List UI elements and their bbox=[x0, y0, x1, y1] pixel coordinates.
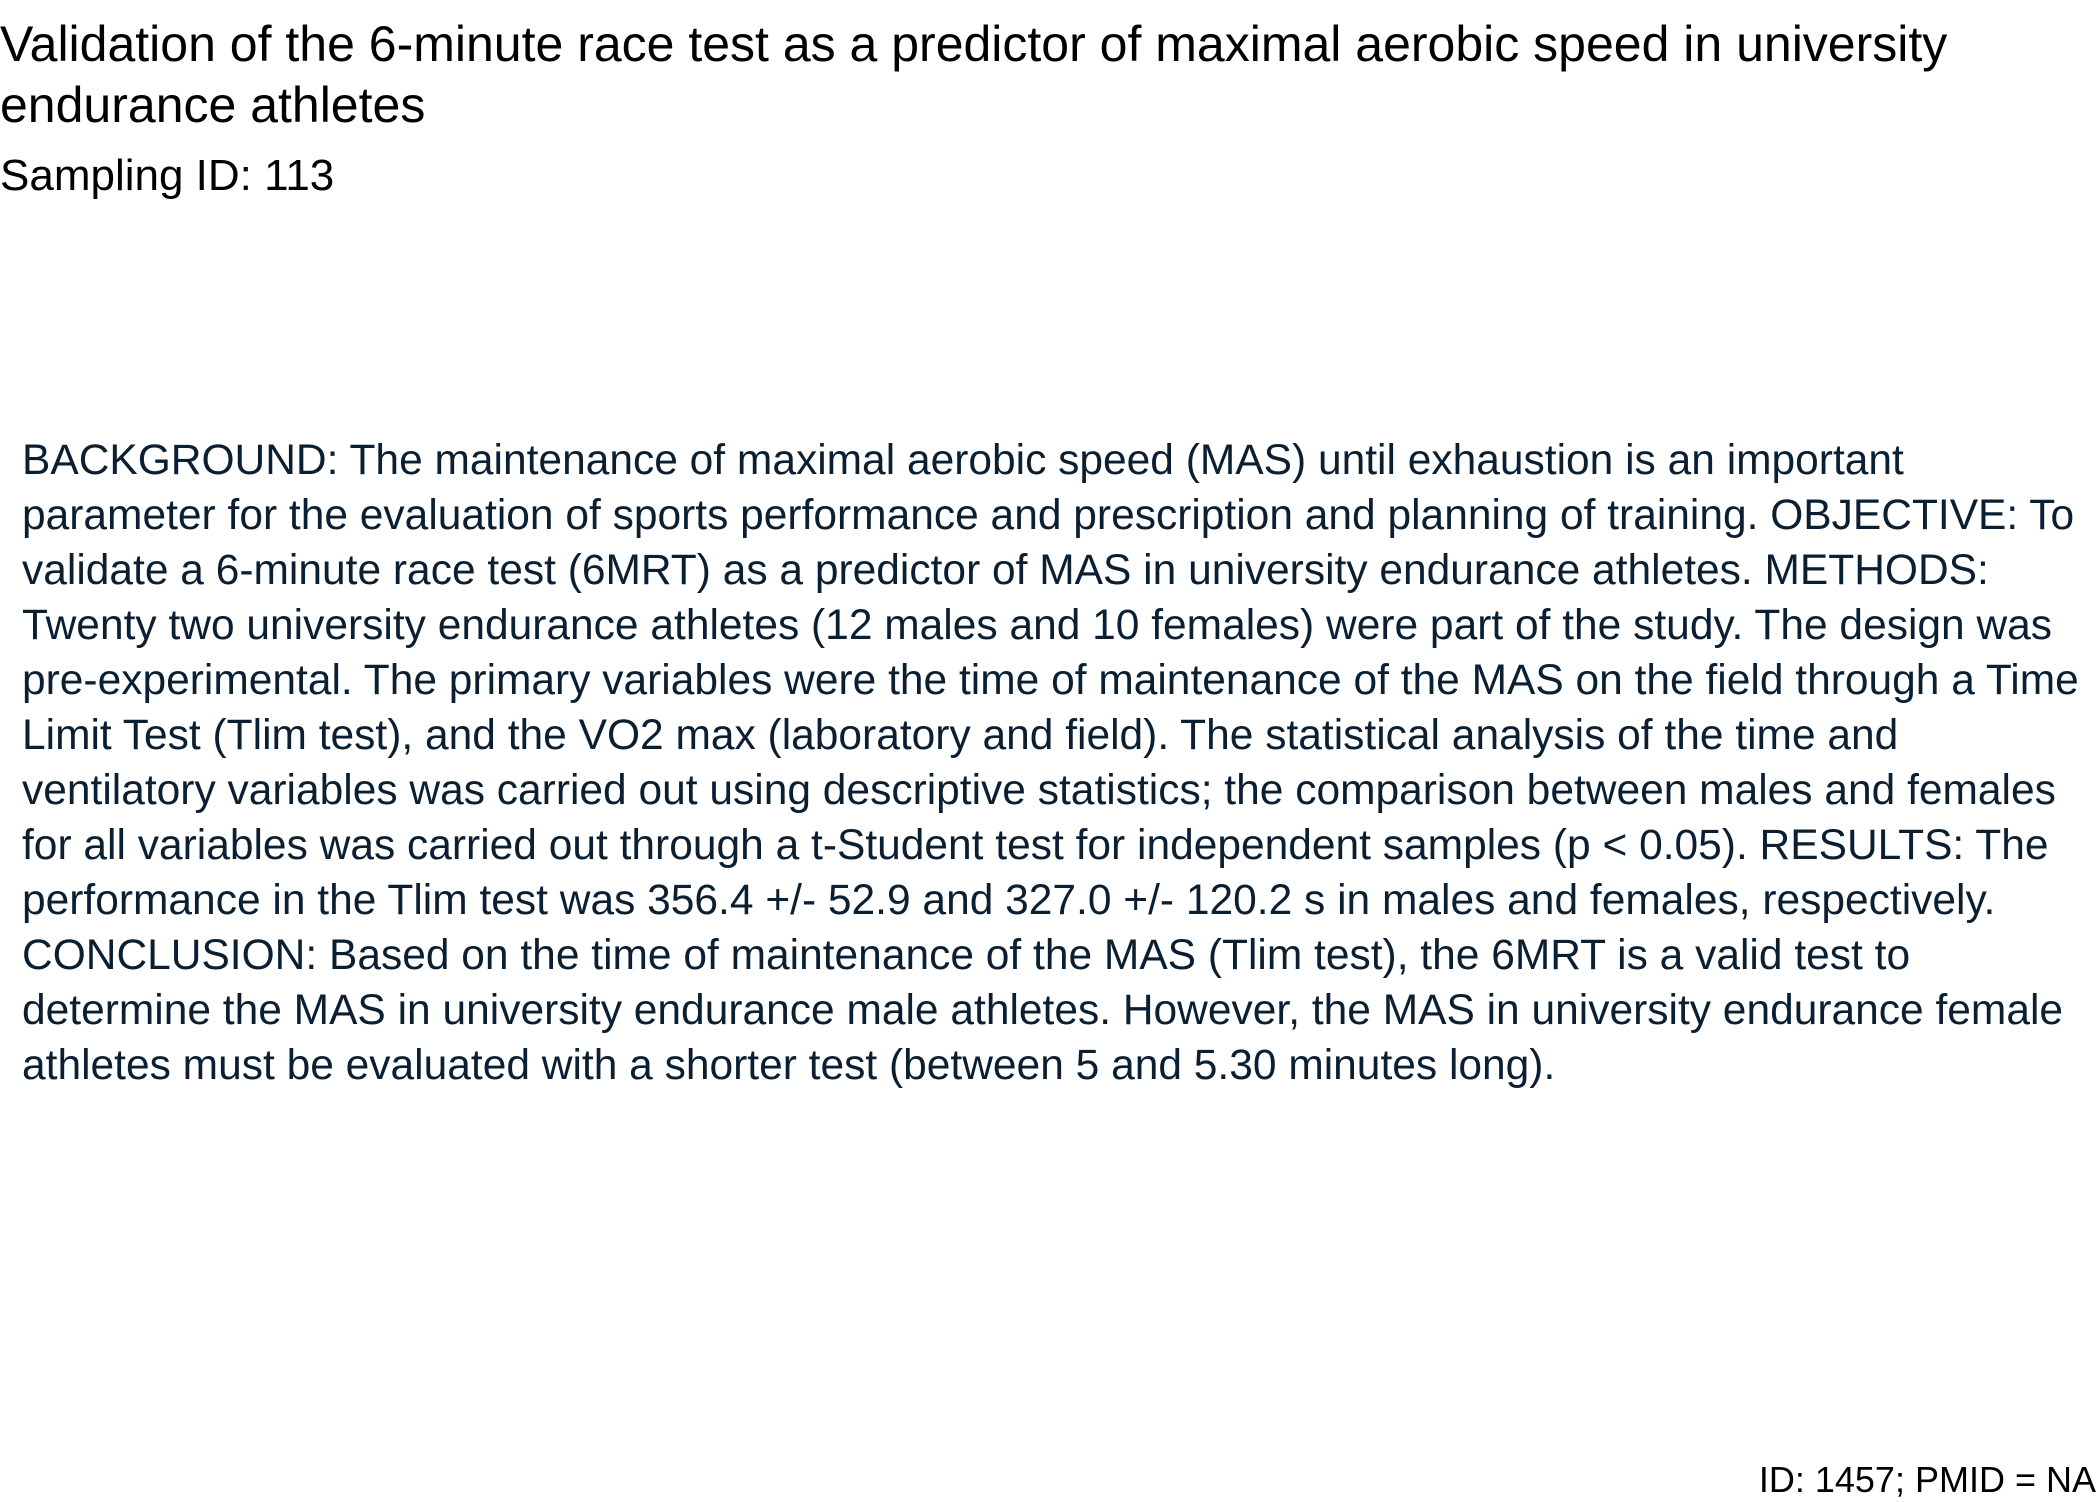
sampling-id: Sampling ID: 113 bbox=[0, 151, 335, 200]
record-id-footer: ID: 1457; PMID = NA bbox=[1758, 1459, 2096, 1500]
abstract-text: BACKGROUND: The maintenance of maximal a… bbox=[22, 437, 2079, 1089]
paper-title: Validation of the 6-minute race test as … bbox=[0, 16, 1948, 133]
